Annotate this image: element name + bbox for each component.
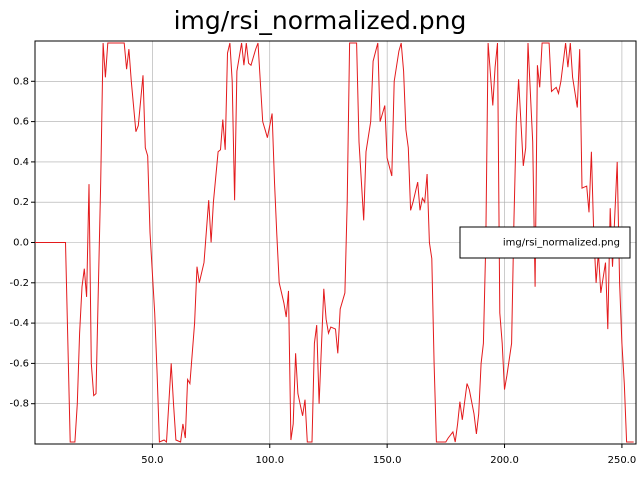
x-tick-label: 100.0 xyxy=(255,455,284,466)
y-tick-label: -0.2 xyxy=(9,278,29,289)
y-tick-label: 0.6 xyxy=(13,117,29,128)
y-tick-label: -0.6 xyxy=(9,358,29,369)
y-tick-label: 0.0 xyxy=(13,238,29,249)
x-tick-label: 250.0 xyxy=(608,455,637,466)
y-tick-label: -0.8 xyxy=(9,399,29,410)
x-tick-label: 50.0 xyxy=(141,455,163,466)
legend-box xyxy=(459,226,631,259)
y-tick-label: 0.4 xyxy=(13,157,29,168)
chart-title: img/rsi_normalized.png xyxy=(174,6,467,35)
y-tick-label: 0.8 xyxy=(13,76,29,87)
y-tick-label: -0.4 xyxy=(9,318,29,329)
y-tick-label: 0.2 xyxy=(13,197,29,208)
x-tick-label: 200.0 xyxy=(490,455,519,466)
legend-label: img/rsi_normalized.png xyxy=(503,238,620,249)
x-tick-label: 150.0 xyxy=(373,455,402,466)
data-line xyxy=(35,42,634,444)
